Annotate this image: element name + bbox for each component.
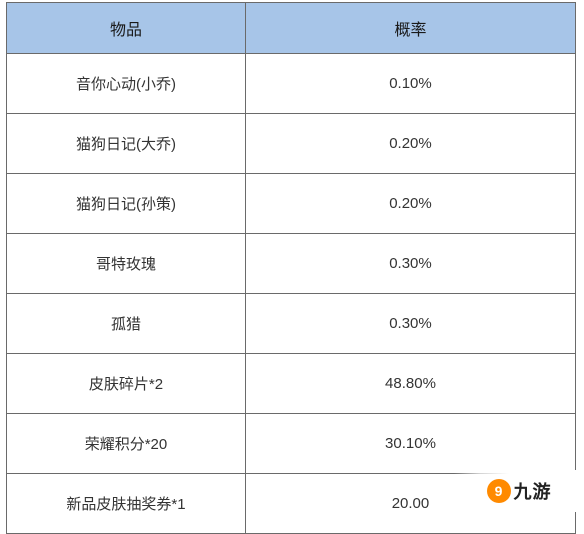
cell-rate: 0.30%: [245, 294, 575, 354]
watermark-logo: 9 九游: [487, 478, 552, 504]
table-row: 荣耀积分*20 30.10%: [7, 414, 576, 474]
rate-table-container: 物品 概率 音你心动(小乔) 0.10% 猫狗日记(大乔) 0.20% 猫狗日记…: [6, 2, 576, 534]
jiuyou-icon: 9: [487, 479, 511, 503]
cell-rate: 0.30%: [245, 234, 575, 294]
cell-item: 猫狗日记(孙策): [7, 174, 246, 234]
table-row: 皮肤碎片*2 48.80%: [7, 354, 576, 414]
cell-item: 孤猎: [7, 294, 246, 354]
cell-item: 猫狗日记(大乔): [7, 114, 246, 174]
table-row: 孤猎 0.30%: [7, 294, 576, 354]
watermark: 9 九游: [454, 470, 584, 512]
col-header-rate: 概率: [245, 3, 575, 54]
table-row: 猫狗日记(孙策) 0.20%: [7, 174, 576, 234]
table-row: 哥特玫瑰 0.30%: [7, 234, 576, 294]
cell-item: 哥特玫瑰: [7, 234, 246, 294]
cell-item: 音你心动(小乔): [7, 54, 246, 114]
col-header-item: 物品: [7, 3, 246, 54]
table-header-row: 物品 概率: [7, 3, 576, 54]
cell-item: 皮肤碎片*2: [7, 354, 246, 414]
cell-item: 新品皮肤抽奖券*1: [7, 474, 246, 534]
jiuyou-text: 九游: [514, 478, 552, 504]
rate-table: 物品 概率 音你心动(小乔) 0.10% 猫狗日记(大乔) 0.20% 猫狗日记…: [6, 2, 576, 534]
table-row: 音你心动(小乔) 0.10%: [7, 54, 576, 114]
cell-rate: 48.80%: [245, 354, 575, 414]
table-row: 猫狗日记(大乔) 0.20%: [7, 114, 576, 174]
cell-rate: 30.10%: [245, 414, 575, 474]
cell-item: 荣耀积分*20: [7, 414, 246, 474]
cell-rate: 0.10%: [245, 54, 575, 114]
cell-rate: 0.20%: [245, 174, 575, 234]
cell-rate: 0.20%: [245, 114, 575, 174]
